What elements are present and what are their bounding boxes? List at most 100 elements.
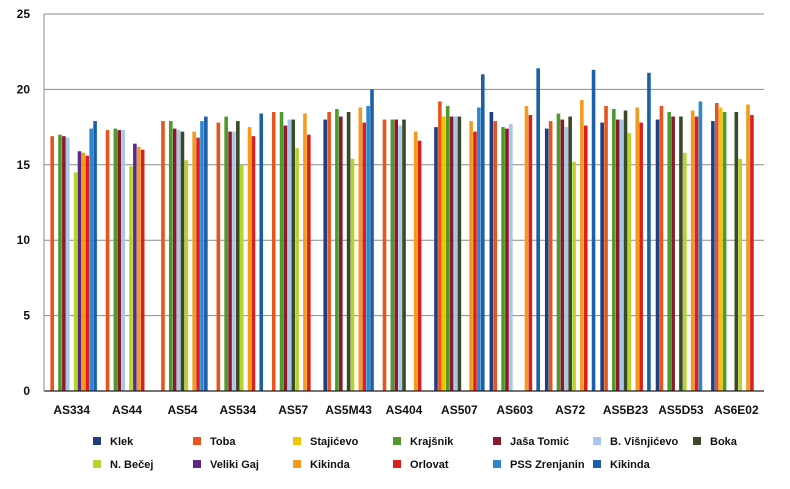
bar [591,69,596,392]
bar [398,125,402,391]
legend-swatch [393,460,401,468]
legend-swatch [593,460,601,468]
bar [572,161,576,391]
bar [402,119,406,391]
legend-label: Jaša Tomić [510,436,569,448]
x-category-label: AS5M43 [325,403,372,417]
y-tick-label: 5 [23,309,30,323]
bar [323,119,328,391]
bar [524,105,529,391]
legend-swatch [493,437,501,445]
bar [259,113,264,391]
bar [449,116,454,391]
bar [493,121,498,392]
legend-swatch [493,460,501,468]
x-category-label: AS334 [53,403,90,417]
bar [413,131,418,391]
bar [655,119,660,391]
bar [172,128,177,391]
bar [536,68,540,392]
bar [671,116,675,391]
bar [133,143,137,391]
bar [382,119,387,391]
y-tick-label: 25 [17,7,31,21]
bar [394,119,398,391]
bar [73,172,78,391]
bar [623,110,628,392]
bar [434,127,438,391]
bar [509,124,513,392]
x-category-label: AS603 [496,403,533,417]
bar [505,128,509,391]
bar [350,158,355,391]
bar [647,72,651,391]
y-tick-label: 10 [17,233,31,247]
bar [370,89,374,392]
bar [117,130,122,391]
bars [50,68,754,392]
legend-swatch [393,437,401,445]
bar [583,125,588,391]
bar [204,116,208,391]
legend-swatch [193,437,201,445]
bar [58,134,62,391]
legend-swatch [93,437,101,445]
bar [568,116,572,391]
bar [228,131,232,391]
bar [216,122,221,392]
x-category-label: AS5B23 [603,403,649,417]
bar [711,121,715,392]
bar [192,131,196,391]
bar [224,116,228,391]
bar [303,113,307,391]
bar [469,121,473,392]
bar [93,121,97,392]
x-category-label: AS534 [219,403,256,417]
bar [750,115,754,391]
bar [358,107,363,391]
bar [335,109,339,391]
bar [501,127,505,391]
bar [683,152,687,391]
bar [679,116,683,391]
bar [417,140,422,391]
bar [480,74,485,391]
bar [441,116,446,391]
bar [168,121,173,392]
x-category-label: AS54 [167,403,197,417]
bar [105,130,110,391]
bar [580,99,584,392]
legend-label: Krajšnik [410,436,454,448]
bar [247,127,252,391]
bar [718,107,723,391]
legend-swatch [293,460,301,468]
bar [734,112,739,392]
bar [121,130,125,391]
bar [232,131,236,391]
bar [528,115,533,391]
legend-label: PSS Zrenjanin [510,459,585,471]
legend-label: B. Višnjićevo [610,436,679,448]
bar [635,107,640,391]
legend-swatch [693,437,701,445]
bar [477,107,481,391]
y-tick-label: 0 [23,384,30,398]
bar [690,110,695,392]
bar [627,133,632,391]
x-category-label: AS6E02 [714,403,759,417]
bar [279,112,284,392]
bar [136,146,141,391]
bar [161,121,165,392]
bar [251,136,256,391]
bar [600,122,604,392]
legend-label: Orlovat [410,459,449,471]
legend-label: Klek [110,436,134,448]
legend-label: Stajićevo [310,436,359,448]
bar [746,104,750,391]
bar [390,119,395,391]
bar [62,136,66,391]
axes [43,14,764,392]
bar [615,119,620,391]
bar [473,131,477,391]
bar [659,105,664,391]
